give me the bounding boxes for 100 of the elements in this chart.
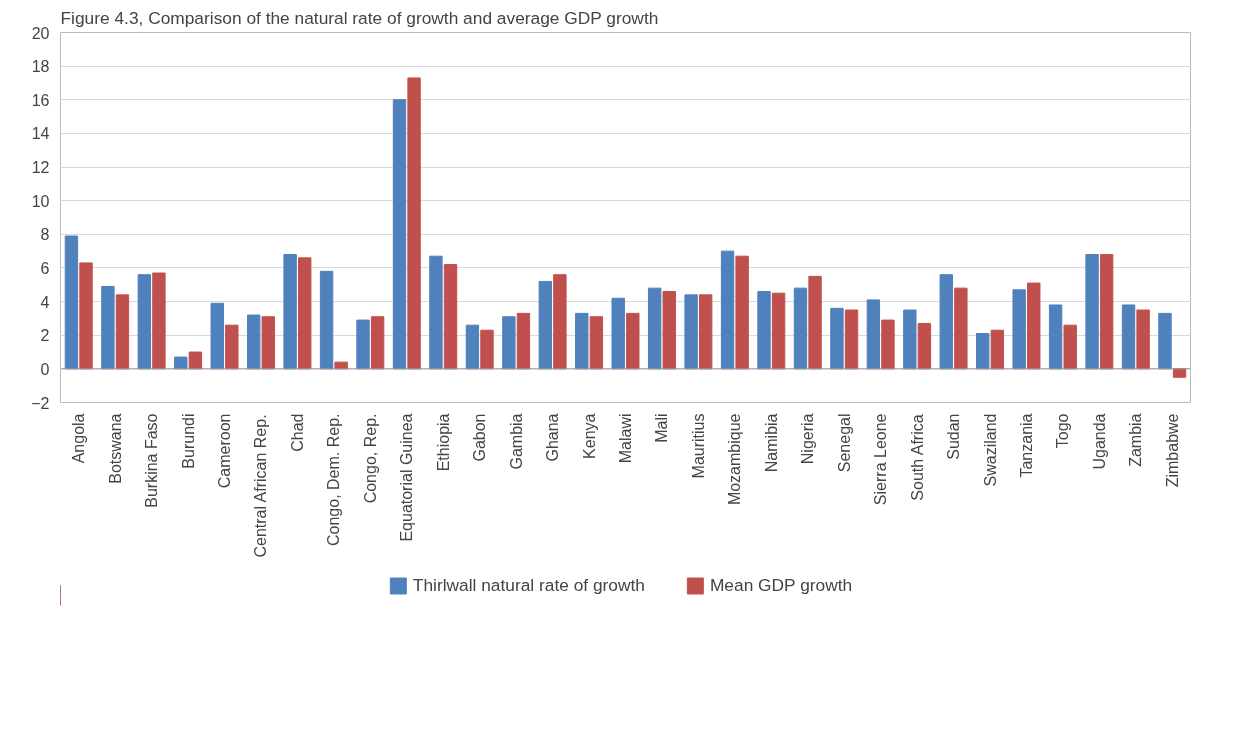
bar [793, 287, 808, 370]
bar [1012, 289, 1026, 370]
bar [1121, 304, 1136, 370]
x-tick-label: Swaziland [981, 413, 999, 487]
x-tick-label: Togo [1054, 413, 1072, 449]
y-tick-label: 12 [31, 159, 50, 177]
x-tick-label: Namibia [762, 413, 780, 473]
bar [115, 294, 130, 370]
y-tick-label: 0 [40, 360, 50, 378]
y-tick-label: 10 [31, 192, 50, 210]
x-tick-label: Zambia [1127, 413, 1145, 467]
bar [443, 264, 458, 370]
bar [101, 285, 115, 370]
bar [137, 274, 152, 370]
bar [647, 287, 662, 370]
bar [1085, 254, 1099, 370]
x-tick-label: Sierra Leone [872, 413, 890, 506]
x-tick-label: Cameroon [216, 413, 234, 489]
y-tick-label: 16 [31, 91, 50, 109]
bar [954, 287, 968, 370]
x-tick-label: Mali [653, 413, 671, 443]
bar [465, 324, 480, 370]
bar [283, 254, 297, 370]
x-tick-label: Angola [70, 413, 88, 464]
y-tick-label: 20 [31, 24, 50, 42]
bar [575, 312, 589, 370]
bar [152, 272, 166, 370]
bar [844, 309, 859, 370]
bar [480, 329, 494, 370]
y-tick-label: 14 [31, 125, 50, 143]
y-tick-label: 4 [40, 293, 50, 311]
bar [210, 302, 224, 370]
x-tick-label: Ethiopia [434, 413, 452, 472]
x-tick-label: Chad [288, 413, 306, 452]
bar [225, 324, 239, 370]
bar [1158, 312, 1172, 370]
bar [881, 319, 895, 370]
bar [79, 262, 93, 370]
bar [64, 235, 79, 370]
x-tick-label: Nigeria [799, 413, 817, 465]
bar [298, 257, 312, 370]
bar [174, 356, 188, 370]
x-tick-label: Central African Rep. [252, 414, 270, 558]
bar [1136, 309, 1150, 370]
bar [866, 299, 881, 370]
bar [903, 309, 917, 370]
y-tick-label: 18 [31, 58, 50, 76]
bar [188, 351, 203, 370]
x-tick-label: Tanzania [1017, 413, 1035, 478]
bar [370, 316, 385, 370]
x-tick-label: Uganda [1090, 413, 1108, 470]
x-tick-label: Kenya [580, 413, 598, 459]
bar [247, 314, 261, 370]
x-tick-label: Mauritius [689, 413, 707, 479]
x-tick-label: Senegal [835, 413, 853, 473]
bar [830, 307, 844, 370]
x-tick-label: Mozambique [726, 413, 744, 506]
x-tick-label: Botswana [106, 413, 124, 484]
x-tick-label: Burkina Faso [143, 413, 161, 508]
bar [771, 292, 786, 370]
bar [808, 275, 822, 370]
bar [334, 361, 348, 370]
bar [990, 329, 1004, 370]
x-tick-label: Zimbabwe [1163, 413, 1181, 488]
bar [699, 294, 713, 370]
x-tick-label: Gambia [507, 413, 525, 470]
x-tick-label: Malawi [617, 413, 634, 464]
y-tick-label: 8 [40, 226, 50, 244]
bar [589, 316, 604, 370]
bar [516, 312, 531, 370]
bar [662, 291, 676, 370]
x-tick-label: Gabon [471, 413, 489, 462]
bar [611, 297, 625, 370]
bar [1063, 324, 1077, 370]
bar [684, 294, 698, 370]
bar [429, 255, 443, 370]
bar [735, 255, 749, 370]
legend-label: Thirlwall natural rate of growth [412, 574, 645, 596]
x-tick-label: Congo, Rep. [361, 413, 379, 504]
bar [356, 319, 370, 370]
bar [976, 333, 990, 370]
bar [502, 316, 516, 370]
x-tick-label: Ghana [544, 413, 562, 462]
bar [939, 274, 953, 370]
x-tick-label: Sudan [945, 413, 963, 460]
bar [261, 316, 275, 370]
bar [917, 322, 932, 370]
bar [720, 250, 735, 370]
bar [538, 280, 552, 370]
bar [553, 274, 567, 370]
bar [392, 99, 407, 370]
bar [407, 77, 421, 370]
x-tick-label: Burundi [179, 413, 197, 469]
y-tick-label: 2 [40, 327, 50, 345]
x-tick-label: Equatorial Guinea [398, 413, 416, 542]
bar [1027, 282, 1041, 370]
x-tick-label: Congo, Dem. Rep. [325, 413, 343, 547]
bar [757, 291, 771, 370]
chart-title: Figure 4.3, Comparison of the natural rate of growth and average GDP growth [60, 7, 659, 28]
x-tick-label: South Africa [908, 414, 926, 501]
